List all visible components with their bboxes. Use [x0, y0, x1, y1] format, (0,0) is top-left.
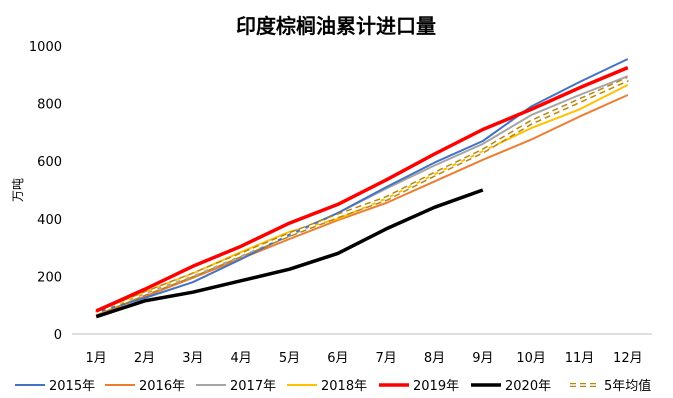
y-tick-label: 600: [37, 155, 62, 170]
legend-label: 2018年: [321, 379, 367, 394]
x-tick-label: 1月: [86, 351, 107, 366]
x-tick-label: 7月: [376, 351, 397, 366]
legend: 2015年 2016年 2017年 2018年 2019年 2020年 5年均值: [15, 378, 651, 394]
x-tick-label: 10月: [516, 351, 546, 366]
y-axis-ticks: 0 200 400 600 800 1000: [29, 40, 62, 343]
series-line: [95, 65, 629, 313]
series-line: [95, 78, 629, 315]
x-tick-label: 5月: [279, 351, 300, 366]
x-tick-label: 9月: [472, 351, 493, 366]
y-axis-label: 万吨: [11, 178, 25, 202]
series-line: [95, 58, 629, 314]
x-tick-label: 8月: [424, 351, 445, 366]
x-tick-label: 12月: [613, 351, 643, 366]
legend-label: 2019年: [413, 379, 459, 394]
y-tick-label: 0: [54, 328, 62, 343]
x-axis-ticks: 1月 2月 3月 4月 5月 6月 7月 8月 9月 10月 11月 12月: [72, 333, 652, 366]
legend-label: 2016年: [139, 379, 185, 394]
y-tick-label: 400: [37, 213, 62, 228]
y-tick-label: 200: [37, 270, 62, 285]
series-line: [95, 94, 629, 317]
x-tick-label: 4月: [231, 351, 252, 366]
legend-label: 5年均值: [604, 378, 651, 394]
y-tick-label: 1000: [29, 40, 62, 55]
x-tick-label: 6月: [327, 351, 348, 366]
legend-label: 2017年: [230, 379, 276, 394]
series-lines: [95, 58, 629, 319]
series-line: [95, 75, 629, 315]
chart-title: 印度棕榈油累计进口量: [236, 14, 436, 38]
legend-label: 2020年: [505, 379, 551, 394]
x-tick-label: 11月: [565, 351, 595, 366]
series-line: [95, 188, 484, 319]
x-tick-label: 2月: [134, 351, 155, 366]
x-tick-label: 3月: [182, 351, 203, 366]
legend-label: 2015年: [49, 379, 95, 394]
y-tick-label: 800: [37, 98, 62, 113]
